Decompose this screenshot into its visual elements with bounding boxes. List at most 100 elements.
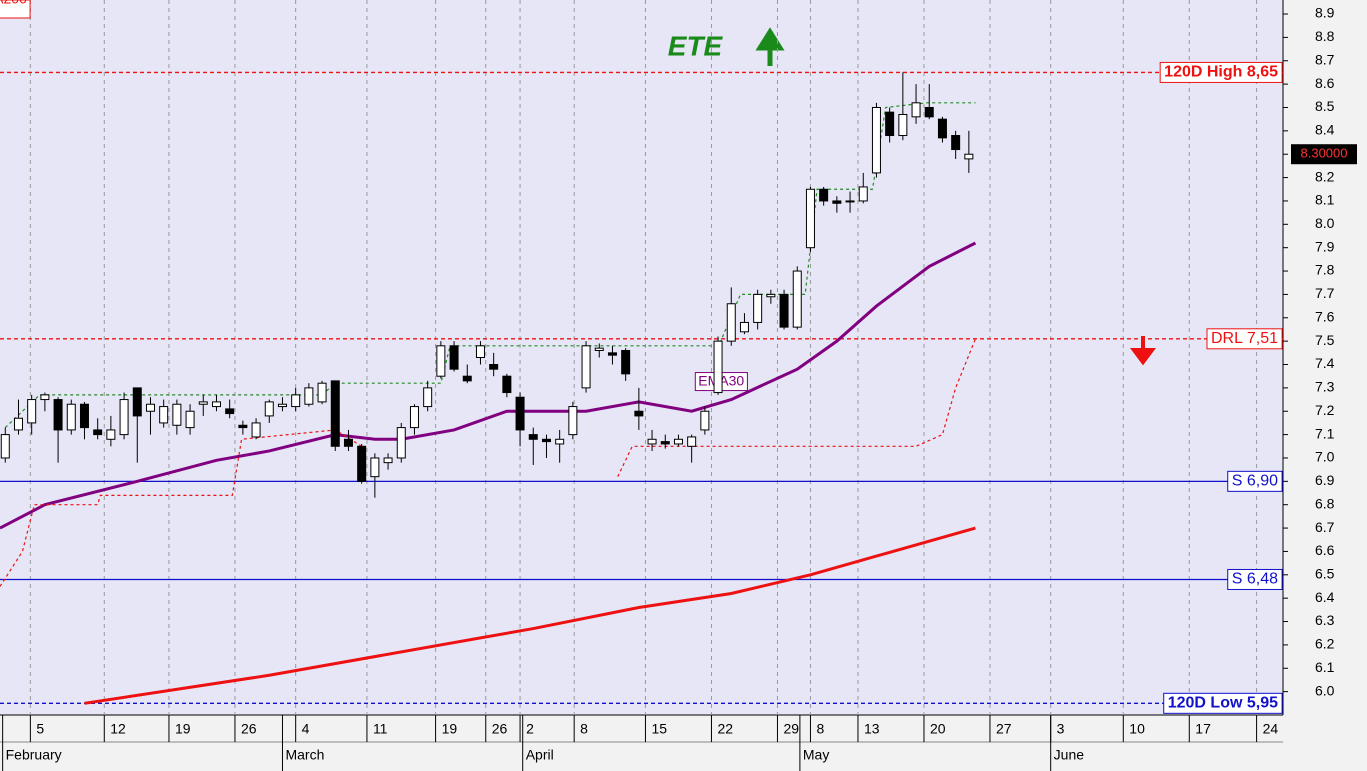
month-label: February	[6, 747, 62, 763]
x-tick-label: 13	[864, 721, 880, 737]
candle-body	[568, 406, 578, 436]
y-tick-label: 8.8	[1315, 28, 1335, 44]
candle-body	[238, 424, 248, 429]
x-tick-label: 12	[110, 721, 126, 737]
y-tick-label: 7.7	[1315, 285, 1335, 301]
candle-body	[475, 345, 485, 358]
y-tick-label: 6.9	[1315, 472, 1335, 488]
candle-body	[911, 102, 921, 118]
candle-body	[647, 438, 657, 445]
candle-body	[898, 113, 908, 137]
candle-body	[924, 106, 934, 118]
month-label: June	[1054, 747, 1085, 763]
x-tick-label: 17	[1195, 721, 1211, 737]
candle-body	[396, 427, 406, 459]
x-tick-label: 11	[373, 721, 388, 737]
x-tick-label: 19	[442, 721, 458, 737]
candle-body	[264, 401, 274, 417]
chart-title: ETE	[668, 30, 724, 61]
plot-area	[0, 0, 1283, 715]
candle-body	[449, 345, 459, 370]
y-tick-label: 8.4	[1315, 122, 1335, 138]
y-tick-label: 6.0	[1315, 682, 1335, 698]
candle-body	[581, 345, 591, 389]
y-tick-label: 8.5	[1315, 98, 1335, 114]
candle-body	[832, 200, 842, 204]
level-label: 120D High 8,65	[1164, 64, 1278, 81]
candle-body	[555, 438, 565, 445]
y-tick-label: 6.2	[1315, 636, 1335, 652]
candle-body	[370, 457, 380, 478]
last-price-box	[1291, 144, 1357, 165]
y-tick-label: 6.7	[1315, 519, 1335, 535]
candle-body	[673, 438, 683, 445]
candle-body	[700, 410, 710, 431]
candle-body	[436, 345, 446, 377]
candle-body	[79, 403, 89, 429]
candle-body	[185, 410, 195, 429]
y-axis-area	[1283, 0, 1367, 715]
candle-body	[251, 422, 261, 438]
x-tick-label: 20	[930, 721, 946, 737]
candle-body	[766, 293, 776, 298]
y-tick-label: 7.0	[1315, 449, 1335, 465]
candle-body	[660, 441, 670, 445]
y-tick-label: 6.8	[1315, 495, 1335, 511]
candle-body	[462, 375, 472, 382]
candle-body	[885, 111, 895, 137]
level-label-box	[1206, 328, 1283, 350]
candle-body	[357, 445, 367, 482]
y-tick-label: 6.5	[1315, 566, 1335, 582]
candle-body	[805, 188, 815, 249]
x-tick-label: 3	[1057, 721, 1065, 737]
candle-body	[119, 399, 129, 436]
candle-body	[964, 153, 974, 160]
candle-body	[621, 349, 631, 375]
y-tick-label: 6.6	[1315, 542, 1335, 558]
y-tick-label: 6.4	[1315, 589, 1335, 605]
month-label: May	[803, 747, 829, 763]
candle-body	[53, 399, 63, 431]
candle-body	[317, 382, 327, 403]
candle-body	[277, 403, 287, 408]
candle-body	[291, 394, 301, 408]
y-tick-label: 7.8	[1315, 262, 1335, 278]
level-label: 120D Low 5,95	[1168, 695, 1278, 712]
y-tick-label: 8.2	[1315, 168, 1335, 184]
x-tick-label: 29	[783, 721, 799, 737]
last-price-label: 8.30000	[1301, 146, 1348, 161]
candle-body	[502, 375, 512, 394]
candle-body	[607, 352, 617, 356]
level-label-box	[1159, 61, 1283, 83]
candle-body	[132, 387, 142, 417]
candle-body	[159, 406, 169, 424]
candle-body	[145, 403, 155, 412]
indicator-label-box	[0, 0, 31, 19]
x-tick-label: 19	[175, 721, 191, 737]
candle-body	[594, 347, 604, 351]
x-tick-label: 24	[1263, 721, 1279, 737]
candle-body	[541, 438, 551, 443]
x-tick-label: 8	[580, 721, 588, 737]
candle-body	[409, 406, 419, 429]
candle-body	[489, 364, 499, 370]
candle-body	[937, 118, 947, 139]
y-tick-label: 8.7	[1315, 51, 1335, 67]
y-tick-label: 7.9	[1315, 238, 1335, 254]
candle-body	[40, 394, 50, 401]
y-tick-label: 8.6	[1315, 75, 1335, 91]
candle-body	[739, 321, 749, 333]
up-arrow	[755, 27, 785, 66]
candle-body	[0, 434, 10, 459]
indicator-line	[0, 338, 977, 587]
candle-body	[871, 106, 881, 174]
y-tick-label: 7.4	[1315, 355, 1335, 371]
candle-body	[198, 401, 208, 405]
level-label: S 6,48	[1232, 571, 1278, 588]
candle-body	[792, 270, 802, 328]
indicator-label: EMA200	[0, 0, 27, 7]
x-tick-label: 5	[36, 721, 44, 737]
x-tick-label: 27	[996, 721, 1012, 737]
indicator-line	[84, 526, 976, 705]
